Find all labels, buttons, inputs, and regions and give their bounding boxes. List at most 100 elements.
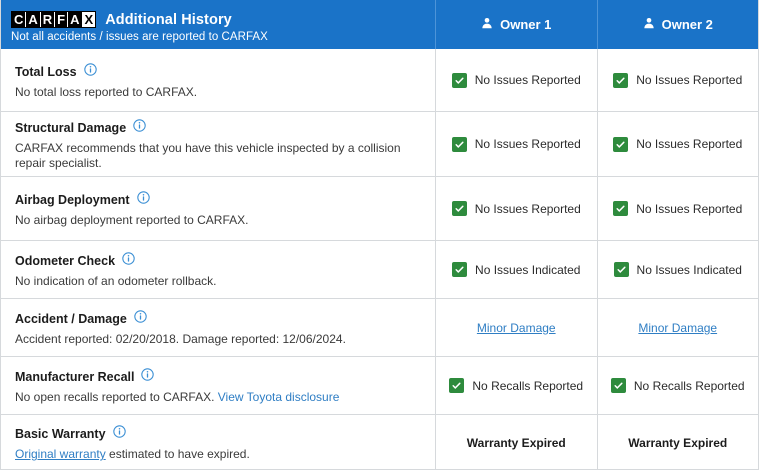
check-icon — [610, 378, 626, 393]
status-text: No Issues Reported — [636, 73, 743, 87]
row-description: No total loss reported to CARFAX. — [15, 84, 198, 99]
check-icon — [613, 201, 629, 216]
minor-damage-link[interactable]: Minor Damage — [476, 320, 556, 335]
row-title-line: Total Loss — [15, 62, 421, 81]
row-title: Manufacturer Recall — [15, 370, 135, 384]
logo-letter: F — [55, 12, 69, 27]
row-title-line: Odometer Check — [15, 252, 421, 270]
row-label-total-loss: Total Loss No total loss reported to CAR… — [1, 49, 436, 111]
check-icon — [451, 72, 467, 88]
row-label-accident-damage: Accident / Damage Accident reported: 02/… — [1, 299, 436, 356]
logo-letter: X — [82, 12, 96, 27]
table-row: Total Loss No total loss reported to CAR… — [1, 49, 758, 111]
info-icon[interactable] — [112, 425, 126, 443]
check-icon — [613, 72, 629, 88]
status-badge: No Issues Indicated — [613, 262, 742, 277]
row-title: Basic Warranty — [15, 427, 106, 441]
cell-owner1-odometer-check: No Issues Indicated — [436, 241, 598, 298]
status-badge: No Issues Reported — [613, 201, 742, 216]
status-badge: No Issues Reported — [451, 72, 581, 88]
header-subtitle: Not all accidents / issues are reported … — [11, 31, 268, 43]
logo-letter: C — [12, 12, 27, 27]
info-icon[interactable] — [122, 252, 135, 270]
cell-owner2-total-loss: No Issues Reported — [598, 49, 759, 111]
row-title: Structural Damage — [15, 121, 127, 135]
cell-owner1-airbag-deployment: No Issues Reported — [436, 177, 598, 240]
info-icon[interactable] — [136, 191, 150, 209]
cell-owner2-manufacturer-recall: No Recalls Reported — [598, 357, 759, 414]
status-text: No Issues Reported — [474, 137, 581, 151]
info-icon[interactable] — [83, 62, 97, 81]
status-text: No Issues Reported — [636, 201, 743, 216]
header-title-cell: C A R F A X Additional History Not all a… — [1, 0, 436, 49]
status-badge: No Issues Reported — [613, 72, 743, 88]
cell-owner2-structural-damage: No Issues Reported — [598, 112, 759, 176]
check-icon — [451, 136, 467, 152]
info-icon[interactable] — [141, 368, 155, 386]
person-icon — [643, 17, 655, 32]
row-title: Accident / Damage — [15, 312, 127, 326]
minor-damage-link[interactable]: Minor Damage — [638, 320, 718, 335]
recall-description-text: No open recalls reported to CARFAX. — [15, 390, 218, 404]
page-title: Additional History — [105, 11, 232, 28]
column-header-owner-2: Owner 2 — [597, 0, 758, 49]
carfax-logo: C A R F A X — [11, 11, 97, 28]
cell-owner1-basic-warranty: Warranty Expired — [436, 415, 598, 470]
row-title: Airbag Deployment — [15, 193, 130, 207]
column-header-label: Owner 1 — [500, 17, 552, 32]
status-text: No Issues Reported — [636, 137, 743, 151]
cell-owner2-basic-warranty: Warranty Expired — [598, 415, 759, 470]
cell-owner1-manufacturer-recall: No Recalls Reported — [436, 357, 598, 414]
info-icon[interactable] — [134, 310, 147, 328]
table-row: Accident / Damage Accident reported: 02/… — [1, 298, 758, 356]
table-row: Structural Damage CARFAX recommends that… — [1, 111, 758, 176]
row-description: No open recalls reported to CARFAX. View… — [15, 390, 421, 405]
row-title-line: Manufacturer Recall — [15, 368, 421, 386]
status-badge: No Issues Reported — [613, 136, 743, 152]
row-description: CARFAX recommends that you have this veh… — [15, 141, 401, 170]
info-icon[interactable] — [133, 119, 146, 137]
status-text: No Recalls Reported — [633, 378, 745, 393]
warranty-status-text: Warranty Expired — [466, 435, 566, 450]
row-title: Odometer Check — [15, 254, 116, 268]
header-title-line: C A R F A X Additional History — [11, 11, 435, 28]
table-row: Airbag Deployment No airbag deployment r… — [1, 176, 758, 240]
row-description: Accident reported: 02/20/2018. Damage re… — [15, 332, 346, 346]
row-title-line: Accident / Damage — [15, 310, 421, 328]
report-rows: Total Loss No total loss reported to CAR… — [1, 49, 758, 470]
status-badge: No Recalls Reported — [610, 378, 745, 393]
warranty-status-text: Warranty Expired — [628, 435, 728, 450]
row-label-manufacturer-recall: Manufacturer Recall No open recalls repo… — [1, 357, 436, 414]
status-badge: No Recalls Reported — [449, 378, 583, 393]
table-row: Manufacturer Recall No open recalls repo… — [1, 356, 758, 414]
row-title-line: Structural Damage — [15, 119, 421, 137]
row-label-odometer-check: Odometer Check No indication of an odome… — [1, 241, 436, 298]
row-title: Total Loss — [15, 64, 77, 79]
row-description: No indication of an odometer rollback. — [15, 274, 217, 288]
cell-owner1-structural-damage: No Issues Reported — [436, 112, 598, 176]
person-icon — [481, 17, 493, 32]
report-header: C A R F A X Additional History Not all a… — [1, 0, 758, 49]
row-label-basic-warranty: Basic Warranty Original warranty estimat… — [1, 415, 436, 470]
original-warranty-link[interactable]: Original warranty — [15, 447, 106, 461]
check-icon — [613, 262, 629, 277]
row-label-structural-damage: Structural Damage CARFAX recommends that… — [1, 112, 436, 176]
view-disclosure-link[interactable]: View Toyota disclosure — [217, 390, 340, 404]
row-description: Original warranty estimated to have expi… — [15, 447, 421, 462]
status-text: No Issues Reported — [474, 201, 581, 216]
column-header-label: Owner 2 — [661, 17, 713, 32]
table-row: Odometer Check No indication of an odome… — [1, 240, 758, 298]
cell-owner2-odometer-check: No Issues Indicated — [598, 241, 759, 298]
column-header-owner-1: Owner 1 — [436, 0, 598, 49]
status-text: No Issues Indicated — [475, 262, 581, 277]
warranty-description-text: estimated to have expired. — [105, 447, 250, 461]
check-icon — [452, 262, 468, 277]
table-row: Basic Warranty Original warranty estimat… — [1, 414, 758, 470]
check-icon — [613, 136, 629, 152]
logo-letter: A — [68, 12, 83, 27]
row-description: No airbag deployment reported to CARFAX. — [15, 213, 249, 227]
logo-letter: R — [40, 12, 56, 27]
status-badge: No Issues Reported — [451, 136, 581, 152]
status-text: No Issues Indicated — [636, 262, 742, 277]
